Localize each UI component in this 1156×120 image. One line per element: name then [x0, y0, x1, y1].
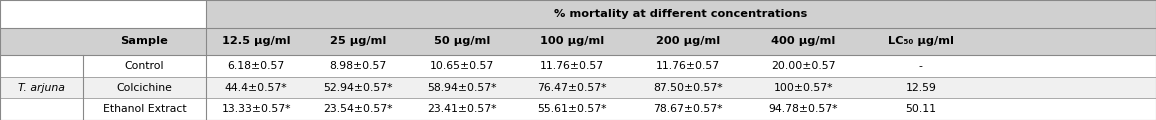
Bar	[206, 0, 306, 28]
Text: 400 μg/ml: 400 μg/ml	[771, 36, 836, 46]
Bar	[306, 28, 410, 55]
Bar	[861, 0, 980, 28]
Text: 200 μg/ml: 200 μg/ml	[655, 36, 720, 46]
Text: Control: Control	[125, 61, 164, 71]
Text: 55.61±0.57*: 55.61±0.57*	[538, 104, 607, 114]
Bar	[306, 77, 410, 98]
Bar	[861, 28, 980, 55]
Text: 12.5 μg/ml: 12.5 μg/ml	[222, 36, 290, 46]
Text: 25 μg/ml: 25 μg/ml	[331, 36, 386, 46]
Text: LC₅₀ μg/ml: LC₅₀ μg/ml	[888, 36, 954, 46]
Text: 8.98±0.57: 8.98±0.57	[329, 61, 387, 71]
Text: 11.76±0.57: 11.76±0.57	[540, 61, 605, 71]
Bar	[514, 55, 630, 77]
Bar	[514, 28, 630, 55]
Text: Sample: Sample	[120, 36, 169, 46]
Bar	[410, 55, 514, 77]
Bar	[630, 28, 746, 55]
Bar	[980, 77, 1156, 98]
Text: 12.59: 12.59	[905, 83, 936, 93]
Bar	[746, 0, 861, 28]
Bar	[746, 98, 861, 120]
Text: Ethanol Extract: Ethanol Extract	[103, 104, 186, 114]
Bar	[0, 28, 83, 55]
Bar	[206, 77, 306, 98]
Bar	[514, 98, 630, 120]
Bar	[206, 55, 306, 77]
Text: 44.4±0.57*: 44.4±0.57*	[224, 83, 288, 93]
Text: 78.67±0.57*: 78.67±0.57*	[653, 104, 722, 114]
Text: 10.65±0.57: 10.65±0.57	[430, 61, 495, 71]
Bar	[980, 55, 1156, 77]
Bar	[83, 0, 206, 28]
Text: Colcichine: Colcichine	[117, 83, 172, 93]
Bar	[980, 98, 1156, 120]
Bar	[410, 0, 514, 28]
Text: 100 μg/ml: 100 μg/ml	[540, 36, 605, 46]
Bar	[83, 55, 206, 77]
Bar	[0, 98, 83, 120]
Bar	[861, 77, 980, 98]
Bar	[410, 28, 514, 55]
Bar	[746, 28, 861, 55]
Text: 11.76±0.57: 11.76±0.57	[655, 61, 720, 71]
Bar	[980, 0, 1156, 28]
Text: 52.94±0.57*: 52.94±0.57*	[324, 83, 393, 93]
Bar	[746, 77, 861, 98]
Bar	[514, 0, 630, 28]
Bar	[410, 77, 514, 98]
Bar	[746, 55, 861, 77]
Bar	[206, 28, 306, 55]
Text: 23.41±0.57*: 23.41±0.57*	[428, 104, 497, 114]
Text: 13.33±0.57*: 13.33±0.57*	[221, 104, 291, 114]
Bar	[306, 98, 410, 120]
Text: T. arjuna: T. arjuna	[18, 83, 65, 93]
Bar	[630, 98, 746, 120]
Bar	[630, 55, 746, 77]
Text: 58.94±0.57*: 58.94±0.57*	[428, 83, 497, 93]
Bar	[861, 55, 980, 77]
Text: 50.11: 50.11	[905, 104, 936, 114]
Bar	[630, 0, 746, 28]
Bar	[306, 55, 410, 77]
Bar	[630, 77, 746, 98]
Bar	[514, 77, 630, 98]
Bar	[861, 98, 980, 120]
Text: 23.54±0.57*: 23.54±0.57*	[324, 104, 393, 114]
Text: 50 μg/ml: 50 μg/ml	[435, 36, 490, 46]
Bar	[83, 28, 206, 55]
Text: 100±0.57*: 100±0.57*	[773, 83, 833, 93]
Text: 87.50±0.57*: 87.50±0.57*	[653, 83, 722, 93]
Text: 76.47±0.57*: 76.47±0.57*	[538, 83, 607, 93]
Text: % mortality at different concentrations: % mortality at different concentrations	[554, 9, 808, 19]
Bar	[306, 0, 410, 28]
Bar	[206, 98, 306, 120]
Bar	[0, 0, 83, 28]
Bar	[410, 98, 514, 120]
Text: 20.00±0.57: 20.00±0.57	[771, 61, 836, 71]
Text: 6.18±0.57: 6.18±0.57	[228, 61, 284, 71]
Text: 94.78±0.57*: 94.78±0.57*	[769, 104, 838, 114]
Bar	[83, 98, 206, 120]
Bar	[980, 28, 1156, 55]
Bar	[83, 77, 206, 98]
Bar	[0, 77, 83, 98]
Text: -: -	[919, 61, 922, 71]
Bar	[0, 55, 83, 77]
